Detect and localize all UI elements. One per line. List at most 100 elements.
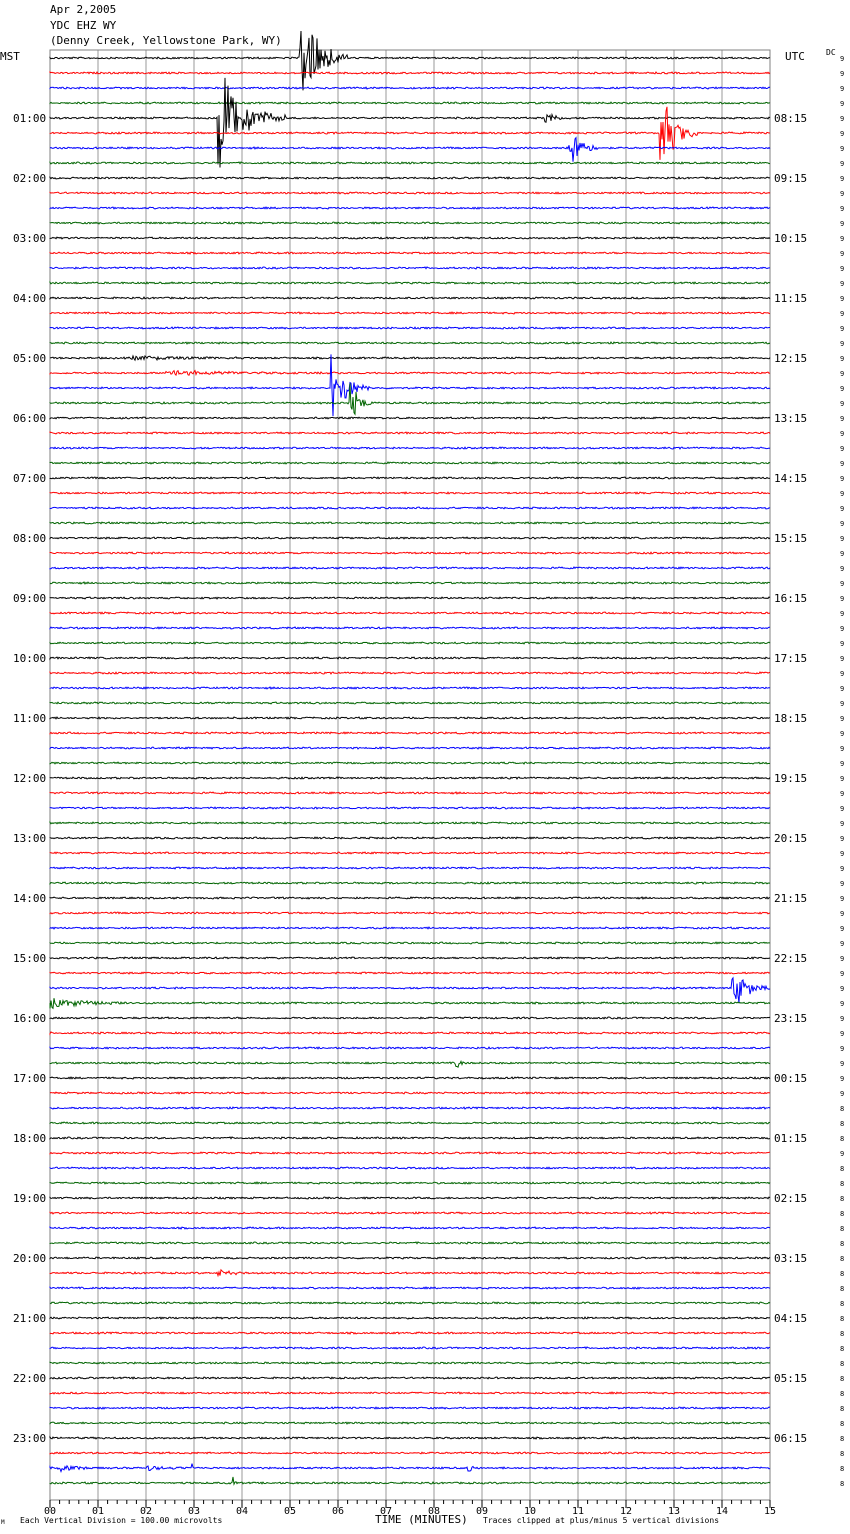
dc-offset-label: 9 (840, 70, 844, 78)
utc-hour-label: 23:15 (774, 1012, 807, 1025)
seismic-trace (49, 956, 771, 960)
utc-hour-label: 00:15 (774, 1072, 807, 1085)
seismic-trace (49, 551, 771, 555)
dc-offset-label: 8 (840, 1390, 844, 1398)
seismic-trace (49, 731, 771, 735)
seismic-trace (49, 896, 770, 900)
seismic-trace (49, 476, 771, 480)
dc-offset-label: 8 (840, 1210, 844, 1218)
seismic-trace (49, 461, 771, 465)
seismic-trace (49, 1331, 771, 1335)
dc-offset-label: 8 (840, 1255, 844, 1263)
seismic-trace (49, 1301, 771, 1305)
seismic-trace (49, 1476, 771, 1486)
seismic-trace (49, 1361, 771, 1365)
dc-offset-label: 9 (840, 310, 844, 318)
utc-hour-label: 11:15 (774, 292, 807, 305)
dc-offset-label: 9 (840, 400, 844, 408)
seismic-trace (49, 1136, 771, 1140)
dc-offset-label: 9 (840, 490, 844, 498)
dc-offset-label: 9 (840, 205, 844, 213)
dc-offset-label: 8 (840, 1180, 844, 1188)
dc-offset-label: 9 (840, 955, 844, 963)
utc-hour-label: 21:15 (774, 892, 807, 905)
mst-hour-label: 09:00 (13, 592, 46, 605)
seismic-trace (49, 1421, 770, 1425)
seismic-trace (49, 506, 771, 510)
dc-offset-label: 9 (840, 625, 844, 633)
dc-offset-label: 9 (840, 565, 844, 573)
seismic-trace (49, 1166, 771, 1170)
seismic-trace (49, 354, 771, 362)
seismic-trace (49, 71, 771, 75)
seismic-trace (49, 101, 771, 105)
seismic-trace (49, 836, 771, 840)
mst-hour-label: 05:00 (13, 352, 46, 365)
dc-offset-label: 9 (840, 145, 844, 153)
dc-offset-label: 9 (840, 655, 844, 663)
mst-hour-label: 19:00 (13, 1192, 46, 1205)
seismic-trace (49, 671, 771, 675)
seismic-trace (49, 776, 771, 780)
dc-offset-label: 9 (840, 790, 844, 798)
seismic-trace (49, 866, 771, 870)
seismic-trace (49, 446, 771, 450)
seismic-trace (49, 1225, 771, 1230)
dc-offset-label: 9 (840, 670, 844, 678)
dc-offset-label: 8 (840, 1315, 844, 1323)
x-tick-label: 07 (380, 1506, 392, 1517)
dc-offset-label: 9 (840, 550, 844, 558)
dc-offset-label: 9 (840, 430, 844, 438)
header-station: YDC EHZ WY (50, 19, 117, 32)
seismic-trace (49, 266, 770, 270)
dc-offset-label: 9 (840, 280, 844, 288)
utc-axis-title: UTC (785, 50, 805, 63)
dc-offset-label: 8 (840, 1240, 844, 1248)
x-tick-label: 05 (284, 1506, 296, 1517)
seismic-trace (49, 1316, 771, 1320)
utc-hour-label: 09:15 (774, 172, 807, 185)
mst-hour-label: 11:00 (13, 712, 46, 725)
dc-offset-label: 8 (840, 1135, 844, 1143)
seismic-trace (49, 911, 771, 915)
dc-offset-label: 9 (840, 190, 844, 198)
dc-offset-label: 8 (840, 1480, 844, 1488)
dc-offset-label: 8 (840, 1225, 844, 1233)
seismic-trace (49, 191, 771, 195)
dc-offset-label: 9 (840, 235, 844, 243)
seismic-trace (49, 521, 771, 525)
mst-hour-label: 07:00 (13, 472, 46, 485)
seismic-trace (49, 326, 770, 330)
seismic-trace (49, 941, 771, 945)
dc-offset-label: 9 (840, 1090, 844, 1098)
seismic-trace (49, 251, 770, 255)
seismic-trace (49, 761, 771, 765)
dc-offset-label: 8 (840, 1435, 844, 1443)
x-tick-label: 00 (44, 1506, 56, 1517)
seismic-trace (49, 1346, 771, 1350)
seismic-trace (49, 1268, 771, 1278)
x-tick-label: 04 (236, 1506, 248, 1517)
seismic-trace (49, 341, 771, 345)
dc-offset-label: 8 (840, 1300, 844, 1308)
dc-offset-label: 9 (840, 370, 844, 378)
utc-hour-label: 19:15 (774, 772, 807, 785)
dc-offset-label: 8 (840, 1195, 844, 1203)
x-tick-label: 03 (188, 1506, 200, 1517)
utc-hour-label: 10:15 (774, 232, 807, 245)
dc-offset-label: 9 (840, 55, 844, 63)
seismic-trace (49, 369, 771, 377)
seismic-trace (49, 971, 771, 975)
dc-offset-label: 9 (840, 1060, 844, 1068)
seismic-trace (49, 160, 771, 165)
utc-hour-label: 15:15 (774, 532, 807, 545)
seismic-trace (49, 1376, 771, 1380)
seismic-trace (49, 611, 771, 615)
dc-offset-label: 9 (840, 1000, 844, 1008)
x-tick-label: 02 (140, 1506, 152, 1517)
dc-offset-label: 9 (840, 100, 844, 108)
dc-offset-label: 9 (840, 805, 844, 813)
mst-hour-label: 14:00 (13, 892, 46, 905)
mst-hour-label: 15:00 (13, 952, 46, 965)
utc-hour-label: 08:15 (774, 112, 807, 125)
